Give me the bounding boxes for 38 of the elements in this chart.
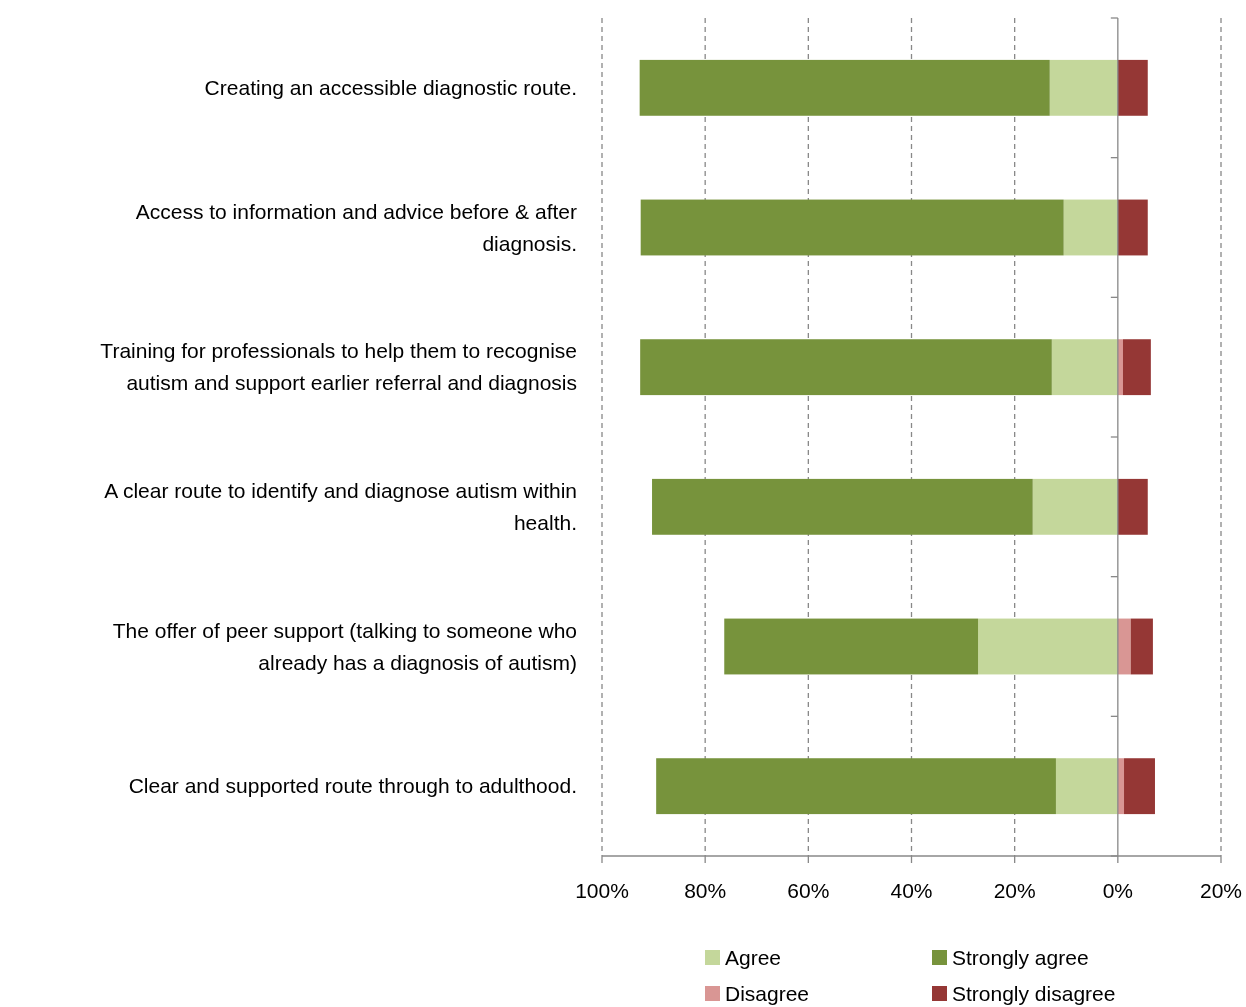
bar (1032, 478, 1118, 535)
bar (1122, 339, 1151, 396)
bar (1117, 618, 1131, 675)
y-tick-label: Training for professionals to help them to recognise autism and support earlier referral and diagnosis (100, 339, 577, 395)
bar (1130, 618, 1153, 675)
bar (1049, 59, 1118, 116)
x-tick-label: 0% (1102, 879, 1134, 902)
bar (639, 59, 1050, 116)
bar (640, 199, 1064, 256)
x-tick-label: 60% (787, 879, 830, 902)
y-tick-label: Creating an accessible diagnostic route. (204, 75, 577, 99)
x-tick-label: 100% (575, 879, 629, 902)
bar (1117, 59, 1148, 116)
bar (1117, 478, 1148, 535)
y-tick-label: A clear route to identify and diagnose autism within health. (104, 478, 577, 534)
bar (1117, 339, 1123, 396)
x-tick-label: 20% (993, 879, 1036, 902)
y-tick-label: Clear and supported route through to adulthood. (128, 774, 577, 798)
legend-label: Disagree (725, 982, 810, 1005)
bar (1124, 758, 1155, 815)
bar (652, 478, 1033, 535)
legend-label: Agree (725, 946, 782, 969)
y-tick-label: Access to information and advice before & after diagnosis. (135, 199, 577, 255)
bar (1055, 758, 1118, 815)
bar (1117, 758, 1125, 815)
legend-label: Strongly agree (952, 946, 1089, 969)
x-tick-label: 20% (1199, 879, 1243, 902)
bar (724, 618, 979, 675)
y-tick-label: The offer of peer support (talking to someone who already has a diagnosis of autism) (112, 618, 577, 674)
bar (1051, 339, 1118, 396)
legend-label: Strongly disagree (952, 982, 1116, 1005)
x-tick-label: 80% (684, 879, 727, 902)
bar (640, 339, 1052, 396)
bar (656, 758, 1056, 815)
bar (1063, 199, 1118, 256)
x-tick-label: 40% (890, 879, 933, 902)
bar (1117, 199, 1148, 256)
bar (978, 618, 1118, 675)
